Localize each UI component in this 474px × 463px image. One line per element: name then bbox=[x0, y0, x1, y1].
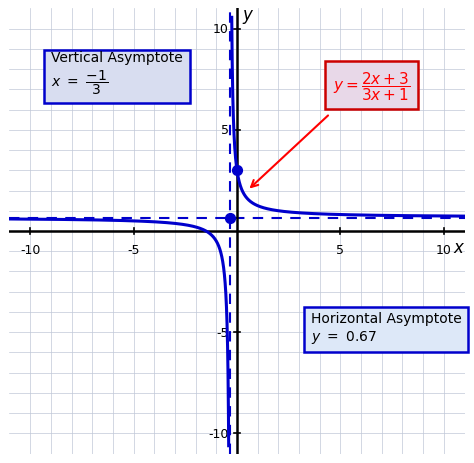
Text: 10: 10 bbox=[213, 23, 229, 36]
Text: 10: 10 bbox=[436, 244, 452, 257]
Text: -10: -10 bbox=[209, 427, 229, 440]
Text: 5: 5 bbox=[221, 124, 229, 137]
Text: -5: -5 bbox=[216, 326, 229, 339]
Text: Horizontal Asymptote
$y\ =\ 0.67$: Horizontal Asymptote $y\ =\ 0.67$ bbox=[310, 312, 461, 345]
Point bbox=[233, 167, 241, 175]
Text: 5: 5 bbox=[337, 244, 345, 257]
Point bbox=[226, 214, 234, 222]
Text: -5: -5 bbox=[128, 244, 140, 257]
Text: y: y bbox=[242, 6, 252, 24]
Text: x: x bbox=[453, 239, 463, 257]
Text: $y=\dfrac{2x+3}{3x+1}$: $y=\dfrac{2x+3}{3x+1}$ bbox=[333, 70, 410, 102]
Text: Vertical Asymptote
$x\ =\ \dfrac{-1}{3}$: Vertical Asymptote $x\ =\ \dfrac{-1}{3}$ bbox=[51, 51, 183, 97]
Text: -10: -10 bbox=[20, 244, 40, 257]
